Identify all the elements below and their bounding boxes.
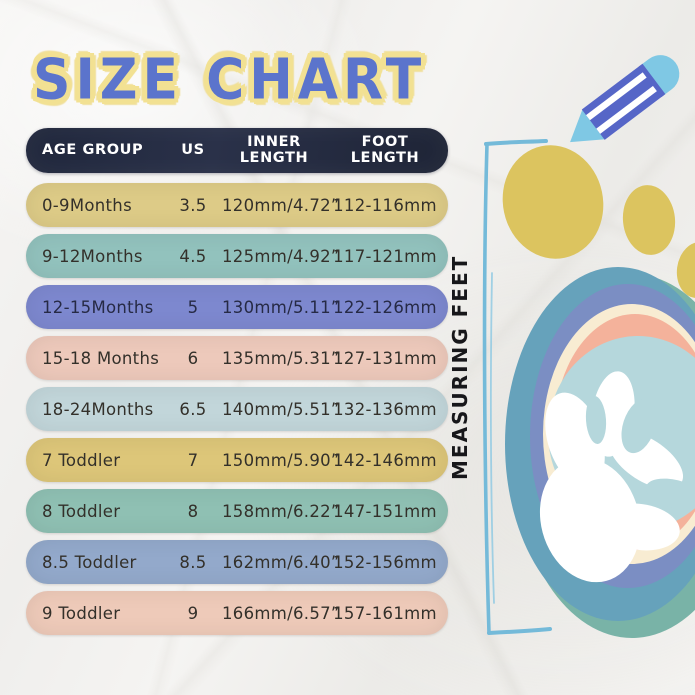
page-title: SIZE CHART — [33, 47, 427, 113]
table-row: 15-18 Months 6 135mm/5.31” 127-131mm — [26, 336, 448, 380]
header-inner-length: INNER LENGTH — [239, 134, 309, 166]
baby-foot-illustration — [502, 145, 695, 638]
cell-age: 8 Toddler — [42, 501, 121, 521]
table-row: 8.5 Toddler 8.5 162mm/6.40” 152-156mm — [26, 540, 448, 584]
cell-foot: 112-116mm — [333, 195, 437, 215]
cell-foot: 117-121mm — [333, 246, 437, 266]
table-row: 9-12Months 4.5 125mm/4.92” 117-121mm — [26, 234, 448, 278]
cell-inner: 162mm/6.40” — [222, 552, 340, 572]
cell-foot: 122-126mm — [333, 297, 437, 317]
cell-inner: 150mm/5.90” — [222, 450, 340, 470]
cell-us: 6 — [187, 348, 199, 368]
cell-foot: 152-156mm — [333, 552, 437, 572]
size-table: AGE GROUP US INNER LENGTH FOOT LENGTH 0-9M… — [26, 128, 448, 642]
cell-inner: 166mm/6.57” — [222, 603, 340, 623]
cell-us: 4.5 — [179, 246, 207, 266]
cell-us: 6.5 — [179, 399, 207, 419]
header-age-group: AGE GROUP — [42, 141, 144, 158]
cell-inner: 130mm/5.11” — [222, 297, 340, 317]
cell-inner: 158mm/6.22” — [222, 501, 340, 521]
table-row: 18-24Months 6.5 140mm/5.51” 132-136mm — [26, 387, 448, 431]
cell-age: 15-18 Months — [42, 348, 160, 368]
cell-foot: 147-151mm — [333, 501, 437, 521]
cell-inner: 120mm/4.72” — [222, 195, 340, 215]
cell-inner: 125mm/4.92” — [222, 246, 340, 266]
cell-foot: 132-136mm — [333, 399, 437, 419]
header-us: US — [181, 141, 205, 158]
cell-us: 8.5 — [179, 552, 207, 572]
cell-age: 9 Toddler — [42, 603, 121, 623]
cell-inner: 140mm/5.51” — [222, 399, 340, 419]
cell-us: 3.5 — [179, 195, 207, 215]
table-row: 8 Toddler 8 158mm/6.22” 147-151mm — [26, 489, 448, 533]
cell-us: 5 — [187, 297, 199, 317]
table-row: 7 Toddler 7 150mm/5.90” 142-146mm — [26, 438, 448, 482]
cell-age: 18-24Months — [42, 399, 154, 419]
cell-foot: 127-131mm — [333, 348, 437, 368]
cell-us: 9 — [187, 603, 199, 623]
table-header-row: AGE GROUP US INNER LENGTH FOOT LENGTH — [26, 128, 448, 173]
cell-age: 0-9Months — [42, 195, 132, 215]
table-row: 0-9Months 3.5 120mm/4.72” 112-116mm — [26, 183, 448, 227]
table-row: 12-15Months 5 130mm/5.11” 122-126mm — [26, 285, 448, 329]
cell-us: 8 — [187, 501, 199, 521]
pencil-icon — [570, 55, 680, 143]
cell-foot: 157-161mm — [333, 603, 437, 623]
cell-age: 8.5 Toddler — [42, 552, 137, 572]
cell-age: 12-15Months — [42, 297, 154, 317]
cell-inner: 135mm/5.31” — [222, 348, 340, 368]
cell-age: 9-12Months — [42, 246, 143, 266]
table-row: 9 Toddler 9 166mm/6.57” 157-161mm — [26, 591, 448, 635]
cell-us: 7 — [187, 450, 199, 470]
header-foot-length: FOOT LENGTH — [350, 134, 420, 166]
cell-age: 7 Toddler — [42, 450, 121, 470]
cell-foot: 142-146mm — [333, 450, 437, 470]
